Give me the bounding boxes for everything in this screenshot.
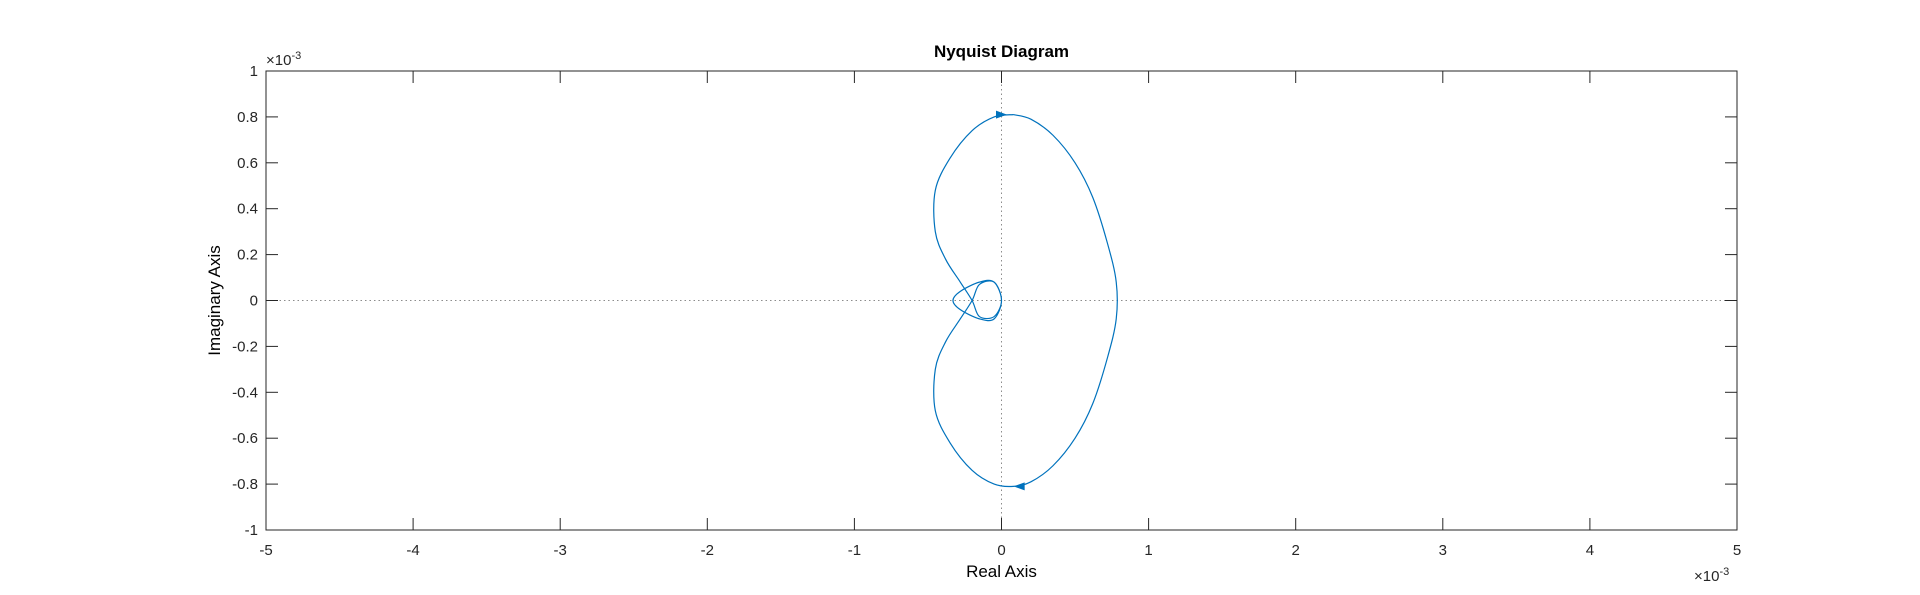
x-tick-label: 4 <box>1586 542 1594 559</box>
y-tick-label: 0 <box>250 293 258 310</box>
direction-arrow-top <box>996 110 1007 119</box>
y-tick-label: -0.4 <box>232 384 258 401</box>
y-axis-ticks: -1 -0.8 -0.6 -0.4 -0.2 0 0.2 0.4 0.6 0.8 1 <box>232 63 1737 539</box>
y-tick-label: 0.2 <box>237 247 258 264</box>
y-axis-exponent: ×10-3 <box>266 50 301 69</box>
y-axis-label: Imaginary Axis <box>205 245 224 356</box>
x-tick-label: 5 <box>1733 542 1741 559</box>
y-exponent-base: ×10 <box>266 52 291 69</box>
y-tick-label: 0.6 <box>237 155 258 172</box>
x-tick-label: -4 <box>406 542 419 559</box>
x-tick-label: 3 <box>1439 542 1447 559</box>
y-tick-label: -0.8 <box>232 476 258 493</box>
x-tick-label: -5 <box>259 542 272 559</box>
x-tick-label: -1 <box>848 542 861 559</box>
nyquist-curve-layer <box>933 110 1118 491</box>
x-exponent-power: -3 <box>1719 566 1729 578</box>
x-tick-label: 2 <box>1292 542 1300 559</box>
x-tick-label: 1 <box>1144 542 1152 559</box>
x-exponent-base: ×10 <box>1694 568 1719 585</box>
y-tick-label: -1 <box>245 522 258 539</box>
chart-title: Nyquist Diagram <box>934 42 1069 61</box>
x-tick-label: -3 <box>554 542 567 559</box>
y-tick-label: 1 <box>250 63 258 80</box>
y-tick-label: -0.2 <box>232 338 258 355</box>
y-tick-label: -0.6 <box>232 430 258 447</box>
x-axis-ticks: -5 -4 -3 -2 -1 0 1 2 3 4 5 <box>259 71 1741 559</box>
y-tick-label: 0.8 <box>237 109 258 126</box>
y-exponent-power: -3 <box>291 50 301 62</box>
nyquist-curve <box>933 114 1118 488</box>
direction-arrow-bottom <box>1013 482 1025 491</box>
x-tick-label: -2 <box>701 542 714 559</box>
x-axis-label: Real Axis <box>966 562 1037 581</box>
y-tick-label: 0.4 <box>237 201 258 218</box>
x-axis-exponent: ×10-3 <box>1694 566 1729 585</box>
x-tick-label: 0 <box>997 542 1005 559</box>
